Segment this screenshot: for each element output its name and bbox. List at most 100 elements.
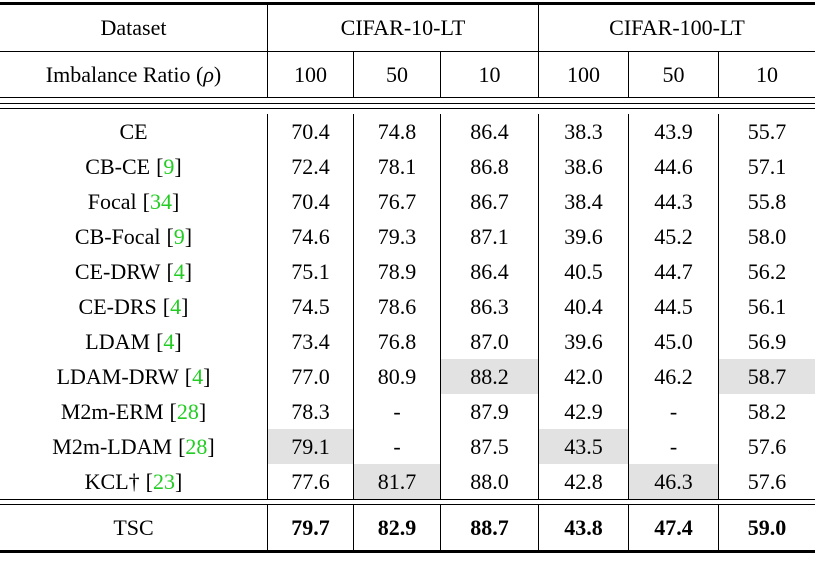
value-cell: 87.5 [440, 429, 538, 464]
citation-number: 28 [185, 433, 208, 459]
top-rule-row [0, 2, 815, 5]
value-cell: 42.0 [538, 359, 628, 394]
bottom-rule [0, 550, 815, 553]
value-cell: 58.2 [718, 394, 815, 429]
bracket-right: ] [203, 363, 211, 389]
table-row: Focal [34] 70.4 76.7 86.7 38.4 44.3 55.8 [0, 184, 815, 219]
ratio-header: 100 [267, 52, 353, 98]
method-cell: M2m-LDAM [28] [0, 429, 267, 464]
citation-number: 4 [170, 293, 182, 319]
value-cell: 57.6 [718, 429, 815, 464]
value-cell-highlighted: 88.2 [440, 359, 538, 394]
citation-ref: [4] [163, 294, 189, 319]
table-row: M2m-LDAM [28] 79.1 - 87.5 43.5 - 57.6 [0, 429, 815, 464]
top-rule [0, 2, 815, 5]
value-cell: 80.9 [353, 359, 440, 394]
value-cell: - [628, 429, 718, 464]
bracket-right: ] [184, 223, 193, 249]
value-cell: 72.4 [267, 149, 353, 184]
bracket-right: ] [175, 468, 183, 494]
value-cell: 74.6 [267, 219, 353, 254]
spacer [0, 2, 815, 5]
value-cell: 78.6 [353, 289, 440, 324]
value-cell: 79.7 [267, 505, 353, 550]
value-cell: 45.2 [628, 219, 718, 254]
value-cell: 38.6 [538, 149, 628, 184]
citation-ref: [28] [178, 434, 215, 459]
bracket-left: [ [169, 398, 177, 424]
value-cell: 56.2 [718, 254, 815, 289]
table-row: CE 70.4 74.8 86.4 38.3 43.9 55.7 [0, 114, 815, 149]
bracket-left: [ [142, 188, 150, 214]
header-row-datasets: Dataset CIFAR-10-LT CIFAR-100-LT [0, 5, 815, 52]
method-cell: CE [0, 114, 267, 149]
double-rule-row [0, 499, 815, 505]
method-name: CE-DRS [78, 293, 157, 319]
value-cell: 74.8 [353, 114, 440, 149]
method-name: LDAM-DRW [56, 363, 179, 389]
value-cell: 44.3 [628, 184, 718, 219]
bracket-left: [ [156, 328, 164, 354]
bracket-left: [ [162, 293, 171, 319]
value-cell: - [353, 429, 440, 464]
value-cell: 55.7 [718, 114, 815, 149]
value-cell: 87.9 [440, 394, 538, 429]
value-cell: 70.4 [267, 184, 353, 219]
value-cell-highlighted: 46.3 [628, 464, 718, 499]
imbalance-label-prefix: Imbalance Ratio ( [45, 61, 204, 87]
method-cell: CB-Focal [9] [0, 219, 267, 254]
method-name: CE [119, 118, 148, 144]
value-cell: 47.4 [628, 505, 718, 550]
value-cell: 87.1 [440, 219, 538, 254]
value-cell: 86.8 [440, 149, 538, 184]
imbalance-label-cell: Imbalance Ratio (ρ) [0, 52, 267, 98]
value-cell: 38.4 [538, 184, 628, 219]
citation-ref: [4] [185, 364, 211, 389]
header-row-imbalance: Imbalance Ratio (ρ) 100 50 10 100 50 10 [0, 52, 815, 98]
value-cell-highlighted: 43.5 [538, 429, 628, 464]
value-cell: 88.7 [440, 505, 538, 550]
method-name: Focal [87, 188, 137, 214]
value-cell: 77.0 [267, 359, 353, 394]
citation-number: 4 [163, 328, 175, 354]
citation-number: 23 [153, 468, 175, 494]
method-name: CE-DRW [74, 258, 161, 284]
value-cell: 56.9 [718, 324, 815, 359]
ratio-header: 50 [353, 52, 440, 98]
citation-number: 9 [163, 153, 175, 179]
table-row: LDAM-DRW [4] 77.0 80.9 88.2 42.0 46.2 58.… [0, 359, 815, 394]
spacer [0, 550, 815, 553]
ratio-header: 50 [628, 52, 718, 98]
value-cell: - [353, 394, 440, 429]
value-cell: 45.0 [628, 324, 718, 359]
value-cell: 76.7 [353, 184, 440, 219]
double-rule [0, 103, 815, 109]
table-row: LDAM [4] 73.4 76.8 87.0 39.6 45.0 56.9 [0, 324, 815, 359]
value-cell: 42.9 [538, 394, 628, 429]
citation-ref: [34] [143, 189, 180, 214]
table-row: CB-Focal [9] 74.6 79.3 87.1 39.6 45.2 58.… [0, 219, 815, 254]
table-row: KCL† [23] 77.6 81.7 88.0 42.8 46.3 57.6 [0, 464, 815, 499]
value-cell: 57.1 [718, 149, 815, 184]
method-name: CB-Focal [74, 223, 161, 249]
value-cell: 75.1 [267, 254, 353, 289]
value-cell: 78.1 [353, 149, 440, 184]
value-cell-highlighted: 81.7 [353, 464, 440, 499]
method-cell: CE-DRS [4] [0, 289, 267, 324]
bracket-right: ] [171, 188, 180, 214]
footer-row-tsc: TSC 79.7 82.9 88.7 43.8 47.4 59.0 [0, 505, 815, 550]
method-cell: M2m-ERM [28] [0, 394, 267, 429]
value-cell: - [628, 394, 718, 429]
method-cell: CE-DRW [4] [0, 254, 267, 289]
bracket-right: ] [174, 328, 182, 354]
method-name: M2m-ERM [60, 398, 164, 424]
value-cell: 39.6 [538, 324, 628, 359]
value-cell: 44.7 [628, 254, 718, 289]
value-cell: 44.5 [628, 289, 718, 324]
method-cell: LDAM-DRW [4] [0, 359, 267, 394]
method-name: M2m-LDAM [52, 433, 173, 459]
citation-ref: [23] [146, 469, 183, 494]
group-header-cifar10: CIFAR-10-LT [267, 5, 538, 52]
value-cell: 43.8 [538, 505, 628, 550]
double-rule [0, 499, 815, 505]
